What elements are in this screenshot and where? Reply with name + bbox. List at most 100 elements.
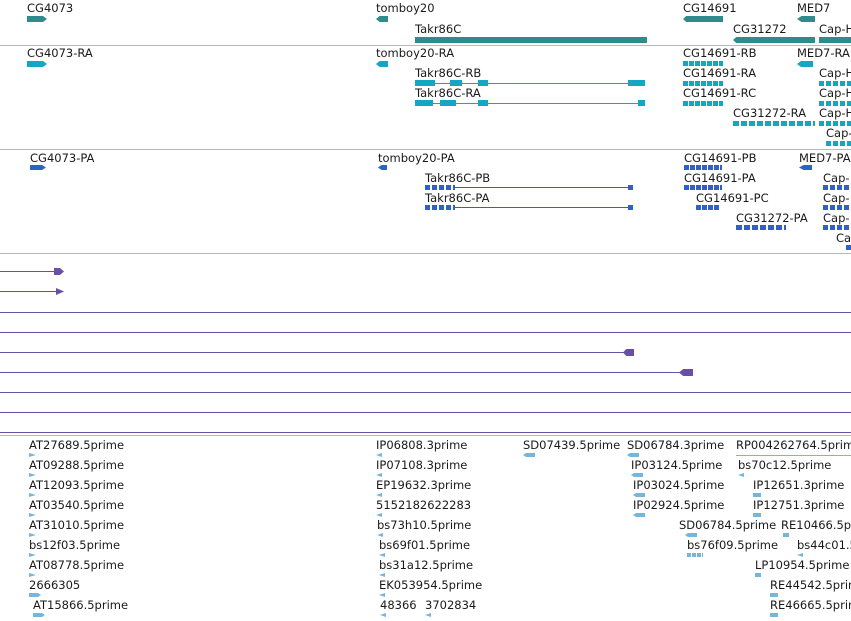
est-label[interactable]: bs76f09.5prime xyxy=(687,538,779,552)
est-glyph[interactable] xyxy=(770,613,778,617)
protein-glyph[interactable] xyxy=(684,165,722,170)
est-label[interactable]: SD07439.5prime xyxy=(523,438,621,452)
transcript-label[interactable]: Cap-H xyxy=(819,66,851,80)
est-label[interactable]: AT03540.5prime xyxy=(29,498,125,512)
est-label[interactable]: AT12093.5prime xyxy=(29,478,125,492)
protein-glyph[interactable] xyxy=(799,165,812,170)
est-glyph[interactable] xyxy=(379,593,385,597)
protein-glyph[interactable] xyxy=(30,165,46,170)
protein-label[interactable]: CG14691-PA xyxy=(684,171,756,185)
alignment-line[interactable] xyxy=(0,271,58,272)
alignment-line[interactable] xyxy=(0,352,626,353)
protein-glyph[interactable] xyxy=(378,165,387,170)
est-label[interactable]: AT31010.5prime xyxy=(29,518,125,532)
gene-label[interactable]: tomboy20 xyxy=(376,1,435,15)
est-glyph[interactable] xyxy=(738,473,744,477)
est-label[interactable]: AT08778.5prime xyxy=(29,558,125,572)
est-label[interactable]: 5152182622283 xyxy=(376,498,472,512)
est-label[interactable]: IP03024.5prime xyxy=(633,478,725,492)
est-label[interactable]: EK053954.5prime xyxy=(379,578,483,592)
est-label[interactable]: bs73h10.5prime xyxy=(377,518,472,532)
est-label[interactable]: 2666305 xyxy=(29,578,81,592)
est-label[interactable]: IP02924.5prime xyxy=(633,498,725,512)
transcript-glyph[interactable] xyxy=(683,101,723,106)
protein-label[interactable]: Takr86C-PA xyxy=(425,191,490,205)
est-glyph[interactable] xyxy=(753,513,761,517)
est-glyph[interactable] xyxy=(425,613,431,617)
est-label[interactable]: IP06808.3prime xyxy=(376,438,468,452)
alignment-line[interactable] xyxy=(0,332,851,333)
est-glyph[interactable] xyxy=(753,493,761,497)
protein-label[interactable]: Cap- xyxy=(823,171,850,185)
protein-glyph[interactable] xyxy=(736,225,786,230)
gene-label[interactable]: Takr86C xyxy=(415,22,462,36)
est-label[interactable]: RE46665.5prime xyxy=(770,598,851,612)
est-glyph[interactable] xyxy=(29,553,36,557)
est-label[interactable]: RE44542.5prime xyxy=(770,578,851,592)
est-label[interactable]: LP10954.5prime xyxy=(755,558,850,572)
est-glyph[interactable] xyxy=(783,533,789,537)
protein-glyph[interactable] xyxy=(823,205,851,210)
protein-glyph[interactable] xyxy=(684,185,722,190)
est-label[interactable]: bs44c01.5prime xyxy=(797,538,851,552)
est-label[interactable]: IP12751.3prime xyxy=(753,498,845,512)
est-label[interactable]: RP004262764.5prime xyxy=(736,438,851,452)
gene-label[interactable]: CG4073 xyxy=(27,1,74,15)
protein-label[interactable]: CG31272-PA xyxy=(736,211,808,225)
transcript-glyph[interactable] xyxy=(27,61,47,67)
est-glyph[interactable] xyxy=(29,453,36,457)
gene-glyph[interactable] xyxy=(819,37,851,43)
est-label[interactable]: AT09288.5prime xyxy=(29,458,125,472)
transcript-label[interactable]: Takr86C-RA xyxy=(415,86,481,100)
gene-glyph[interactable] xyxy=(376,16,388,22)
transcript-label[interactable]: CG14691-RA xyxy=(683,66,757,80)
est-label[interactable]: RE10466.5prime xyxy=(781,518,851,532)
est-glyph[interactable] xyxy=(379,553,385,557)
transcript-glyph[interactable] xyxy=(819,81,851,86)
est-line[interactable] xyxy=(736,455,851,456)
transcript-glyph[interactable] xyxy=(683,61,723,66)
est-glyph[interactable] xyxy=(627,453,639,457)
protein-glyph[interactable] xyxy=(823,225,851,230)
protein-label[interactable]: CG14691-PB xyxy=(684,151,757,165)
est-glyph[interactable] xyxy=(687,553,703,557)
est-label[interactable]: AT15866.5prime xyxy=(33,598,129,612)
est-glyph[interactable] xyxy=(29,573,36,577)
transcript-glyph[interactable] xyxy=(797,61,813,67)
est-label[interactable]: 3702834 xyxy=(425,598,477,612)
protein-label[interactable]: CG4073-PA xyxy=(30,151,95,165)
gene-glyph[interactable] xyxy=(27,16,47,22)
est-label[interactable]: bs31a12.5prime xyxy=(379,558,474,572)
est-label[interactable]: bs70c12.5prime xyxy=(738,458,832,472)
protein-glyph[interactable] xyxy=(846,245,851,250)
est-glyph[interactable] xyxy=(29,593,41,597)
protein-label[interactable]: Cap- xyxy=(836,231,851,245)
protein-label[interactable]: tomboy20-PA xyxy=(378,151,455,165)
est-glyph[interactable] xyxy=(523,453,535,457)
gene-label[interactable]: MED7 xyxy=(797,1,831,15)
transcript-label[interactable]: Cap- xyxy=(826,126,851,140)
transcript-label[interactable]: CG4073-RA xyxy=(27,46,93,60)
gene-glyph[interactable] xyxy=(683,16,723,22)
transcript-label[interactable]: CG14691-RB xyxy=(683,46,757,60)
est-glyph[interactable] xyxy=(633,493,645,497)
protein-label[interactable]: Takr86C-PB xyxy=(425,171,491,185)
gene-label[interactable]: CG14691 xyxy=(683,1,737,15)
gene-glyph[interactable] xyxy=(733,37,815,43)
protein-label[interactable]: Cap- xyxy=(823,211,850,225)
transcript-glyph[interactable] xyxy=(819,101,851,106)
est-label[interactable]: bs12f03.5prime xyxy=(29,538,121,552)
alignment-line[interactable] xyxy=(0,432,851,433)
protein-label[interactable]: Cap- xyxy=(823,191,850,205)
transcript-glyph[interactable] xyxy=(819,121,851,126)
protein-glyph[interactable] xyxy=(696,205,720,210)
est-glyph[interactable] xyxy=(377,533,383,537)
gene-glyph[interactable] xyxy=(415,37,647,43)
protein-glyph[interactable] xyxy=(823,185,851,190)
transcript-label[interactable]: MED7-RA xyxy=(797,46,850,60)
est-glyph[interactable] xyxy=(376,453,382,457)
est-glyph[interactable] xyxy=(797,553,803,557)
transcript-label[interactable]: Cap-H xyxy=(819,106,851,120)
transcript-label[interactable]: CG31272-RA xyxy=(733,106,807,120)
gene-label[interactable]: CG31272 xyxy=(733,22,787,36)
